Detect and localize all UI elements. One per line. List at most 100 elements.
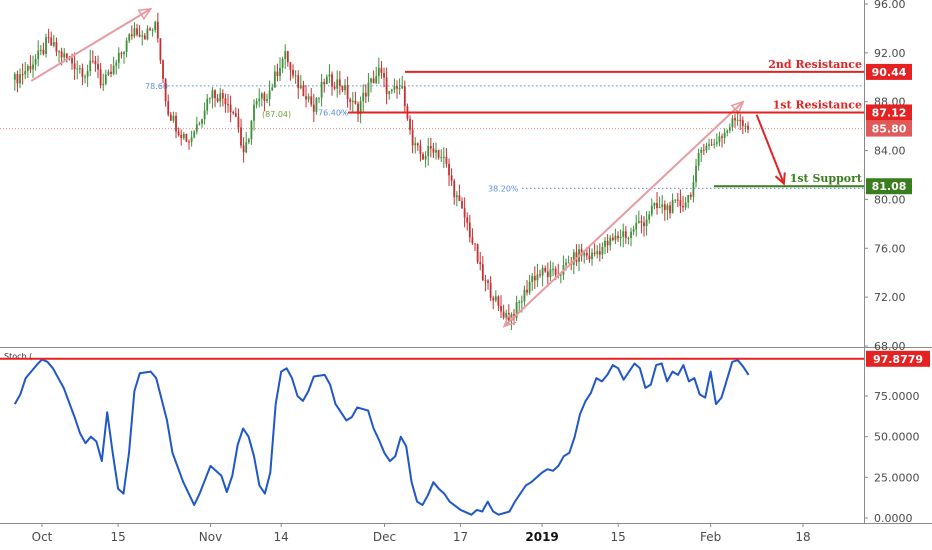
level-price-tag [866,178,912,195]
candle-bullish [637,221,640,224]
candle-bullish [520,301,523,303]
candle-bearish [453,180,456,198]
candle-bearish [120,52,123,55]
candle-bearish [297,75,300,89]
candle-bullish [195,124,198,132]
candle-bullish [193,131,196,138]
candle-bullish [697,153,700,166]
candle-bullish [219,93,222,102]
candle-bearish [42,49,45,54]
candle-bearish [419,145,422,155]
date-tick-label: Nov [199,530,222,544]
candle-bullish [102,83,105,86]
candle-bullish [661,204,664,208]
current-price-tag-text: 85.80 [872,123,907,136]
candle-bearish [487,280,489,283]
candle-bullish [318,97,320,99]
candle-bullish [728,127,731,131]
candle-bullish [39,49,42,51]
candle-bullish [715,142,718,144]
candle-bearish [643,222,645,227]
candle-bearish [429,146,432,149]
candle-bearish [526,289,528,293]
candle-bearish [50,37,53,46]
candle-bullish [250,120,253,140]
candle-bearish [588,255,591,260]
stoch-tick-label: 50.0000 [874,431,920,444]
candle-bearish [354,100,357,104]
candle-bearish [214,90,216,99]
candle-bullish [86,71,89,77]
candle-bearish [216,98,219,102]
candle-bullish [424,156,427,160]
candle-bullish [744,125,747,127]
candle-bullish [531,276,534,282]
candle-bullish [614,235,617,241]
candle-bullish [518,301,521,303]
candle-bullish [315,98,318,112]
candle-bearish [47,37,50,39]
candle-bearish [143,35,146,40]
candle-bullish [141,35,144,37]
candle-bearish [611,237,614,241]
candle-bearish [554,268,557,275]
candle-bullish [666,205,669,211]
date-tick-label: 15 [611,530,626,544]
candle-bearish [224,98,227,105]
candle-bullish [713,143,716,145]
candle-bearish [409,118,411,130]
stoch-tick-label: 75.0000 [874,390,920,403]
candle-bullish [245,142,248,153]
candle-bearish [94,61,97,65]
candle-bullish [52,42,55,46]
candle-bearish [357,103,359,114]
candle-bullish [336,79,339,89]
candle-bearish [546,271,549,278]
candle-bearish [380,67,383,73]
date-tick-label: Oct [32,530,53,544]
candle-bullish [645,219,648,227]
candle-bullish [281,58,284,68]
candle-bullish [377,67,380,77]
candle-bullish [255,101,258,105]
level-price-tag-text: 81.08 [872,180,907,193]
date-tick-label: Dec [373,530,396,544]
candle-bullish [687,195,690,203]
candle-bullish [723,132,726,138]
price-tick-label: 92.00 [874,47,906,60]
candle-bearish [149,28,151,31]
candle-bearish [29,66,32,70]
candle-bearish [432,148,435,153]
candle-bearish [169,114,172,121]
candle-bullish [24,71,27,75]
candle-bullish [609,237,612,246]
candle-bullish [523,289,526,302]
candle-bullish [260,93,263,99]
candle-bullish [271,87,274,91]
candle-bullish [650,205,653,215]
candle-bearish [221,93,224,99]
candle-bearish [682,206,684,208]
date-tick-label: Feb [700,530,721,544]
candle-bullish [359,101,362,114]
candle-bearish [544,267,547,272]
candle-bullish [601,246,604,255]
candle-bullish [700,149,703,154]
candle-bullish [684,202,687,208]
candle-bullish [515,302,518,319]
candle-bearish [91,60,94,62]
candle-bullish [635,223,638,230]
candle-bullish [37,50,40,60]
candle-bearish [242,145,245,153]
candle-bullish [104,74,107,84]
candle-bearish [60,51,63,58]
candle-bearish [669,205,671,214]
candle-bearish [180,134,183,139]
candle-bullish [736,119,739,121]
candle-bearish [741,120,744,127]
candle-bullish [154,21,157,31]
candle-bearish [188,141,190,143]
candle-bullish [268,90,271,100]
candle-bearish [130,34,133,37]
candle-bearish [445,156,448,164]
